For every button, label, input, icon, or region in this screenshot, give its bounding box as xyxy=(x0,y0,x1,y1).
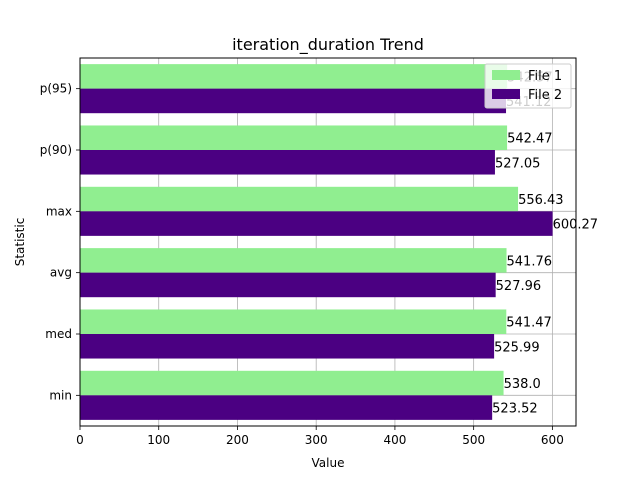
legend-label: File 1 xyxy=(528,69,562,84)
data-label: 541.47 xyxy=(506,316,551,331)
legend-swatch xyxy=(492,70,520,80)
legend-label: File 2 xyxy=(528,88,562,103)
x-tick-label: 400 xyxy=(383,433,406,447)
data-label: 542.47 xyxy=(507,132,553,147)
bar-file-2-p90 xyxy=(80,150,495,175)
axis-ticks: 0 100 200 300 400 500 600 min med avg max p(90) p(95… xyxy=(40,82,564,447)
y-tick-label: avg xyxy=(50,266,72,280)
chart-title: iteration_duration Trend xyxy=(232,35,424,55)
data-labels: 538.0541.47541.76556.43542.47542.57523.5… xyxy=(492,70,598,416)
bar-file-2-max xyxy=(80,211,553,236)
bar-file-1-med xyxy=(80,309,507,334)
legend: File 1 File 2 xyxy=(484,63,572,109)
y-tick-label: p(90) xyxy=(40,143,72,157)
data-label: 525.99 xyxy=(494,340,540,355)
bar-file-2-min xyxy=(80,395,493,420)
bar-file-2-p95 xyxy=(80,88,507,114)
x-tick-label: 200 xyxy=(226,433,249,447)
data-label: 600.27 xyxy=(553,218,599,233)
plot-frame xyxy=(79,57,577,427)
x-tick-label: 600 xyxy=(541,433,564,447)
x-axis-label: Value xyxy=(312,456,345,470)
data-label: 527.05 xyxy=(495,156,540,171)
legend-swatch xyxy=(492,89,520,99)
x-tick-label: 100 xyxy=(147,433,170,447)
data-label: 538.0 xyxy=(504,377,541,392)
y-tick-label: p(95) xyxy=(40,82,72,96)
x-tick-label: 0 xyxy=(76,433,84,447)
bar-file-1-min xyxy=(80,370,504,396)
bar-file-2-med xyxy=(80,334,495,359)
y-tick-label: max xyxy=(46,204,72,218)
bar-file-2-avg xyxy=(80,272,496,298)
y-tick-label: med xyxy=(45,327,72,341)
data-label: 523.52 xyxy=(492,402,537,417)
x-tick-label: 300 xyxy=(305,433,328,447)
y-axis-label: Statistic xyxy=(13,218,27,267)
data-label: 541.76 xyxy=(507,254,553,269)
y-tick-label: min xyxy=(49,388,72,402)
bar-file-1-avg xyxy=(80,248,507,273)
bars xyxy=(80,64,553,420)
bar-file-1-p95 xyxy=(80,64,508,89)
bar-file-1-p90 xyxy=(80,125,508,150)
x-tick-label: 500 xyxy=(462,433,485,447)
bar-file-1-max xyxy=(80,186,519,212)
data-label: 527.96 xyxy=(496,279,542,294)
data-label: 556.43 xyxy=(518,193,564,208)
